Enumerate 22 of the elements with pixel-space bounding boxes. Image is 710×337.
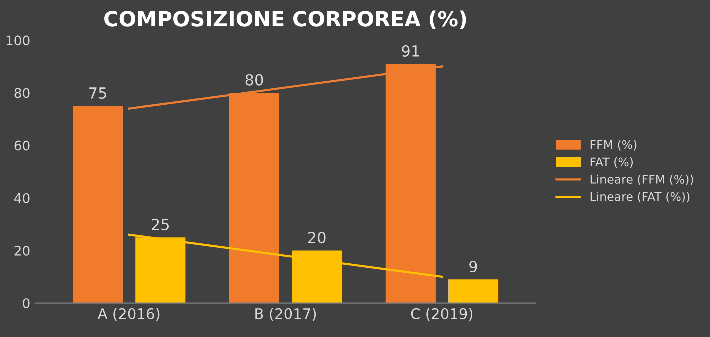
data-label: 20 [308, 232, 326, 244]
data-label: 75 [90, 88, 106, 100]
x-tick-label: A (2016) [98, 308, 160, 322]
legend-label: FAT (%) [590, 158, 633, 168]
legend-label: FFM (%) [590, 140, 637, 151]
legend-label: Lineare (FFM (%)) [590, 174, 694, 186]
data-label: 25 [152, 218, 170, 230]
y-tick-label: 100 [6, 36, 30, 46]
bar [73, 106, 124, 304]
x-tick-label: C (2019) [411, 308, 473, 322]
data-label: 9 [470, 260, 478, 273]
bar [448, 280, 499, 304]
legend-label: Lineare (FAT (%)) [590, 192, 690, 203]
data-label: 80 [246, 74, 264, 86]
chart-title: COMPOSIZIONE CORPOREA (%) [104, 10, 466, 30]
y-tick-label: 20 [14, 246, 30, 256]
y-tick-label: 60 [14, 140, 30, 151]
x-tick-label: B (2017) [256, 308, 316, 322]
y-tick-label: 40 [14, 193, 30, 204]
y-tick-label: 0 [23, 298, 30, 308]
y-tick-label: 80 [14, 88, 30, 98]
data-label: 91 [402, 45, 420, 57]
